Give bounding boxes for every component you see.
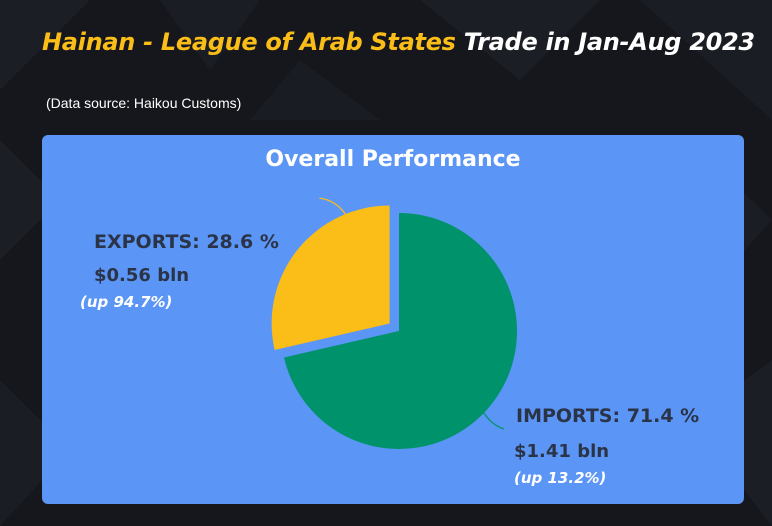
chart-panel: Overall Performance EXPORTS: 28.6 % $0.5…: [42, 135, 744, 504]
data-source-note: (Data source: Haikou Customs): [46, 95, 242, 111]
exports-growth: (up 94.7%): [80, 293, 173, 311]
title-rest: Trade in Jan-Aug 2023: [455, 28, 755, 56]
pie-chart: [271, 197, 518, 449]
pie-slice-exports: [271, 205, 390, 350]
imports-growth: (up 13.2%): [514, 469, 607, 487]
imports-value: $1.41 bln: [514, 441, 610, 462]
exports-label: EXPORTS: 28.6 %: [94, 231, 279, 253]
leader-line-exports: [319, 197, 346, 215]
imports-label: IMPORTS: 71.4 %: [516, 405, 700, 427]
page-title: Hainan - League of Arab States Trade in …: [42, 28, 755, 56]
leader-line-imports: [483, 412, 505, 430]
exports-value: $0.56 bln: [94, 265, 190, 286]
pie-slice-imports: [284, 213, 518, 449]
title-highlight: Hainan - League of Arab States: [42, 28, 456, 56]
chart-title: Overall Performance: [265, 147, 521, 172]
